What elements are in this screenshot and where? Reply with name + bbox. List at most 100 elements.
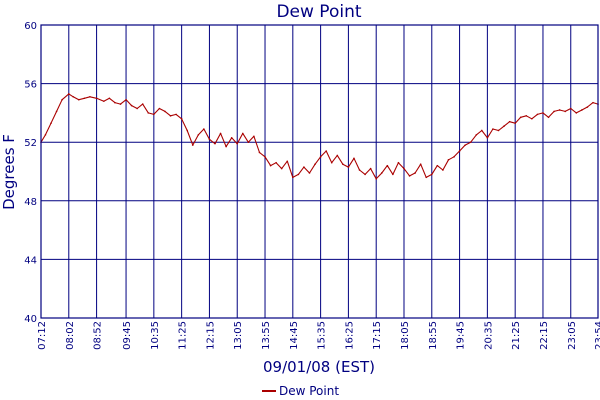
data-point [553,110,555,113]
x-tick-label: 16:25 [344,321,355,350]
data-point [547,116,550,119]
data-point [67,93,70,95]
data-point [408,175,411,177]
data-point [364,173,366,176]
x-tick-label: 17:15 [372,321,383,350]
data-point [258,151,261,154]
data-point [347,166,350,168]
data-point [236,142,239,145]
chart-title: Dew Point [276,2,361,22]
data-point [380,172,383,174]
data-point [164,110,166,113]
data-point [153,113,155,116]
data-point [55,110,58,113]
data-point [447,158,450,161]
x-tick-label: 22:15 [539,321,550,350]
data-point [269,164,272,167]
x-tick-label: 20:35 [483,321,494,350]
data-point [169,115,172,117]
data-point [564,110,567,113]
x-tick-label: 14:45 [289,321,300,350]
data-point [50,122,52,124]
data-point [525,115,528,117]
data-point [95,97,98,100]
data-point [531,117,533,120]
y-tick-label: 52 [24,138,37,149]
plot-frame [40,24,599,319]
y-tick-label: 40 [24,314,37,325]
data-point [136,107,138,110]
series-layer [40,93,599,180]
data-point [375,178,378,180]
data-point [61,98,63,101]
data-point [44,134,47,136]
data-point [319,156,322,158]
x-tick-labels: 07:12 08:02 08:52 09:45 10:35 11:25 12:15 13:05… [37,321,600,350]
data-point [158,107,161,110]
data-point [542,112,544,114]
data-point [141,103,144,105]
data-point [292,176,294,179]
data-point [586,106,589,108]
data-point [369,167,372,170]
data-point [264,156,266,158]
data-point [214,142,216,145]
x-tick-label: 07:12 [37,321,48,350]
data-point [469,141,472,143]
data-point [442,169,444,171]
data-point [492,128,494,130]
data-point [414,172,416,174]
data-point [430,173,433,176]
data-point [175,113,177,116]
x-tick-label: 21:25 [511,321,522,350]
x-tick-label: 13:55 [261,321,272,350]
data-point [108,97,111,100]
data-point [475,134,478,136]
data-point [392,173,394,176]
data-point [419,163,422,165]
data-point [303,166,305,168]
data-point [353,157,355,160]
y-tick-label: 60 [24,21,37,32]
data-point [436,164,439,167]
data-point [558,109,561,111]
data-point [330,161,333,164]
data-point [241,132,244,135]
data-point [203,128,205,130]
data-point [253,135,255,138]
data-point [219,132,222,135]
data-point [514,122,516,124]
data-point [464,144,466,146]
data-point [453,156,455,158]
data-point [186,129,188,132]
gridlines [40,24,599,319]
x-tick-label: 13:05 [233,321,244,350]
data-point [130,104,133,107]
x-tick-label: 18:05 [400,321,411,350]
data-point [114,101,116,104]
data-point [508,120,511,123]
legend-label: Dew Point [279,384,339,398]
data-point [575,112,578,114]
data-point [83,97,86,100]
x-tick-label: 15:35 [317,321,328,350]
x-axis-title: 09/01/08 (EST) [263,358,375,376]
data-point [519,116,522,119]
data-point [503,125,505,127]
data-point [89,95,91,98]
data-point [125,98,127,101]
data-point [486,137,489,139]
data-point [180,117,183,120]
data-point [314,163,316,165]
x-tick-label: 18:55 [428,321,439,350]
legend: Dew Point [262,384,339,398]
data-point [280,167,283,170]
y-tick-label: 56 [24,80,37,91]
x-tick-label: 10:35 [150,321,161,350]
data-point [191,144,194,146]
data-point [497,129,500,132]
x-tick-label: 23:05 [567,321,578,350]
data-point [342,163,344,165]
data-point [208,138,211,141]
